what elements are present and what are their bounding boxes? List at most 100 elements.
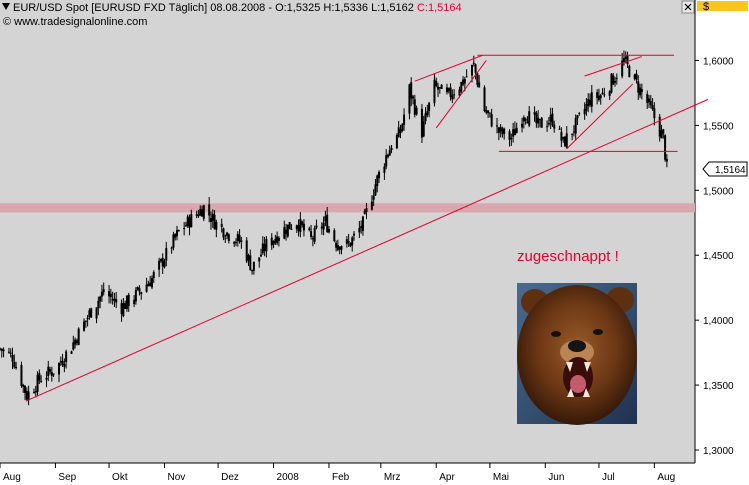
candle [503, 127, 506, 140]
candle [637, 75, 640, 100]
candle [574, 114, 577, 141]
candle [32, 388, 35, 394]
trendline [566, 83, 634, 150]
candle [628, 64, 631, 78]
candle [97, 296, 100, 316]
x-tick-label: Aug [3, 472, 21, 483]
candle [270, 233, 273, 250]
candle [565, 126, 568, 149]
candle [462, 76, 465, 87]
annotation-text: zugeschnappt ! [517, 248, 619, 265]
candle [397, 120, 400, 138]
last-price-marker [702, 161, 748, 177]
candle [183, 222, 186, 236]
x-tick-label: Aug [657, 472, 675, 483]
candle [526, 116, 529, 124]
candle [288, 221, 291, 230]
candle [213, 209, 216, 230]
candle [283, 220, 286, 240]
y-tick-label: 1,3500 [703, 381, 734, 392]
candle [274, 234, 277, 246]
candle [372, 189, 375, 207]
candle [496, 117, 499, 134]
candle [240, 236, 243, 249]
candle [403, 108, 406, 131]
candle [258, 257, 261, 268]
candle [61, 353, 64, 368]
y-tick-label: 1,4500 [703, 251, 734, 262]
candle [20, 361, 23, 388]
candle [140, 291, 143, 300]
candle [99, 295, 102, 309]
candle [551, 107, 554, 127]
candle [626, 51, 629, 68]
candle [0, 348, 3, 358]
candle [310, 224, 313, 240]
candle [152, 270, 155, 283]
candle [7, 347, 10, 354]
currency-strip [697, 1, 748, 11]
candle [358, 221, 361, 239]
candle [108, 285, 111, 304]
candle [370, 195, 373, 211]
candle [195, 210, 198, 219]
candle [558, 125, 561, 130]
candle [84, 320, 87, 328]
candle [345, 236, 348, 248]
candle [120, 299, 123, 322]
candle [474, 63, 477, 80]
candle [428, 101, 431, 118]
symbol-header: EUR/USD Spot [EURUSD FXD Täglich] 08.08.… [13, 2, 462, 14]
candle [660, 124, 663, 139]
candle [59, 356, 62, 367]
candle [612, 73, 615, 86]
candle [497, 126, 500, 141]
candle [50, 366, 53, 382]
candle [338, 246, 341, 255]
candle [360, 220, 363, 234]
candle [174, 233, 177, 241]
candle [401, 123, 404, 133]
candle [47, 360, 50, 382]
candle [664, 134, 667, 162]
candle [395, 133, 398, 150]
candle [277, 236, 280, 247]
candle [646, 90, 649, 110]
close-icon[interactable] [681, 0, 695, 14]
y-tick-label: 1,5500 [703, 121, 734, 132]
x-tick-label: Dez [221, 472, 239, 483]
candle [77, 327, 80, 346]
candle [220, 218, 223, 233]
candle [553, 120, 556, 133]
candle [260, 248, 263, 258]
candle [571, 133, 574, 141]
candle [75, 338, 78, 346]
candle [88, 308, 91, 320]
candle [524, 117, 527, 125]
candle [501, 126, 504, 138]
candle [134, 287, 137, 305]
candle [302, 219, 305, 237]
candle [576, 115, 579, 126]
candle [599, 93, 602, 105]
candle [233, 241, 236, 248]
candle [537, 110, 540, 129]
candle [365, 202, 368, 220]
candle [165, 241, 168, 267]
candle [202, 204, 205, 222]
candle [412, 94, 414, 105]
candle [424, 107, 427, 125]
symbol-header-text: EUR/USD Spot [EURUSD FXD Täglich] 08.08.… [13, 2, 417, 14]
candle [170, 246, 173, 254]
candle [335, 240, 338, 252]
candle [83, 318, 86, 332]
candle [533, 106, 536, 122]
candle [399, 124, 402, 139]
candle [227, 233, 230, 244]
last-price-label: 1,5164 [715, 165, 746, 176]
candle [308, 226, 311, 232]
candle [163, 258, 166, 269]
collapse-triangle-icon[interactable] [2, 3, 10, 10]
candle [585, 98, 588, 116]
candle [583, 102, 586, 120]
